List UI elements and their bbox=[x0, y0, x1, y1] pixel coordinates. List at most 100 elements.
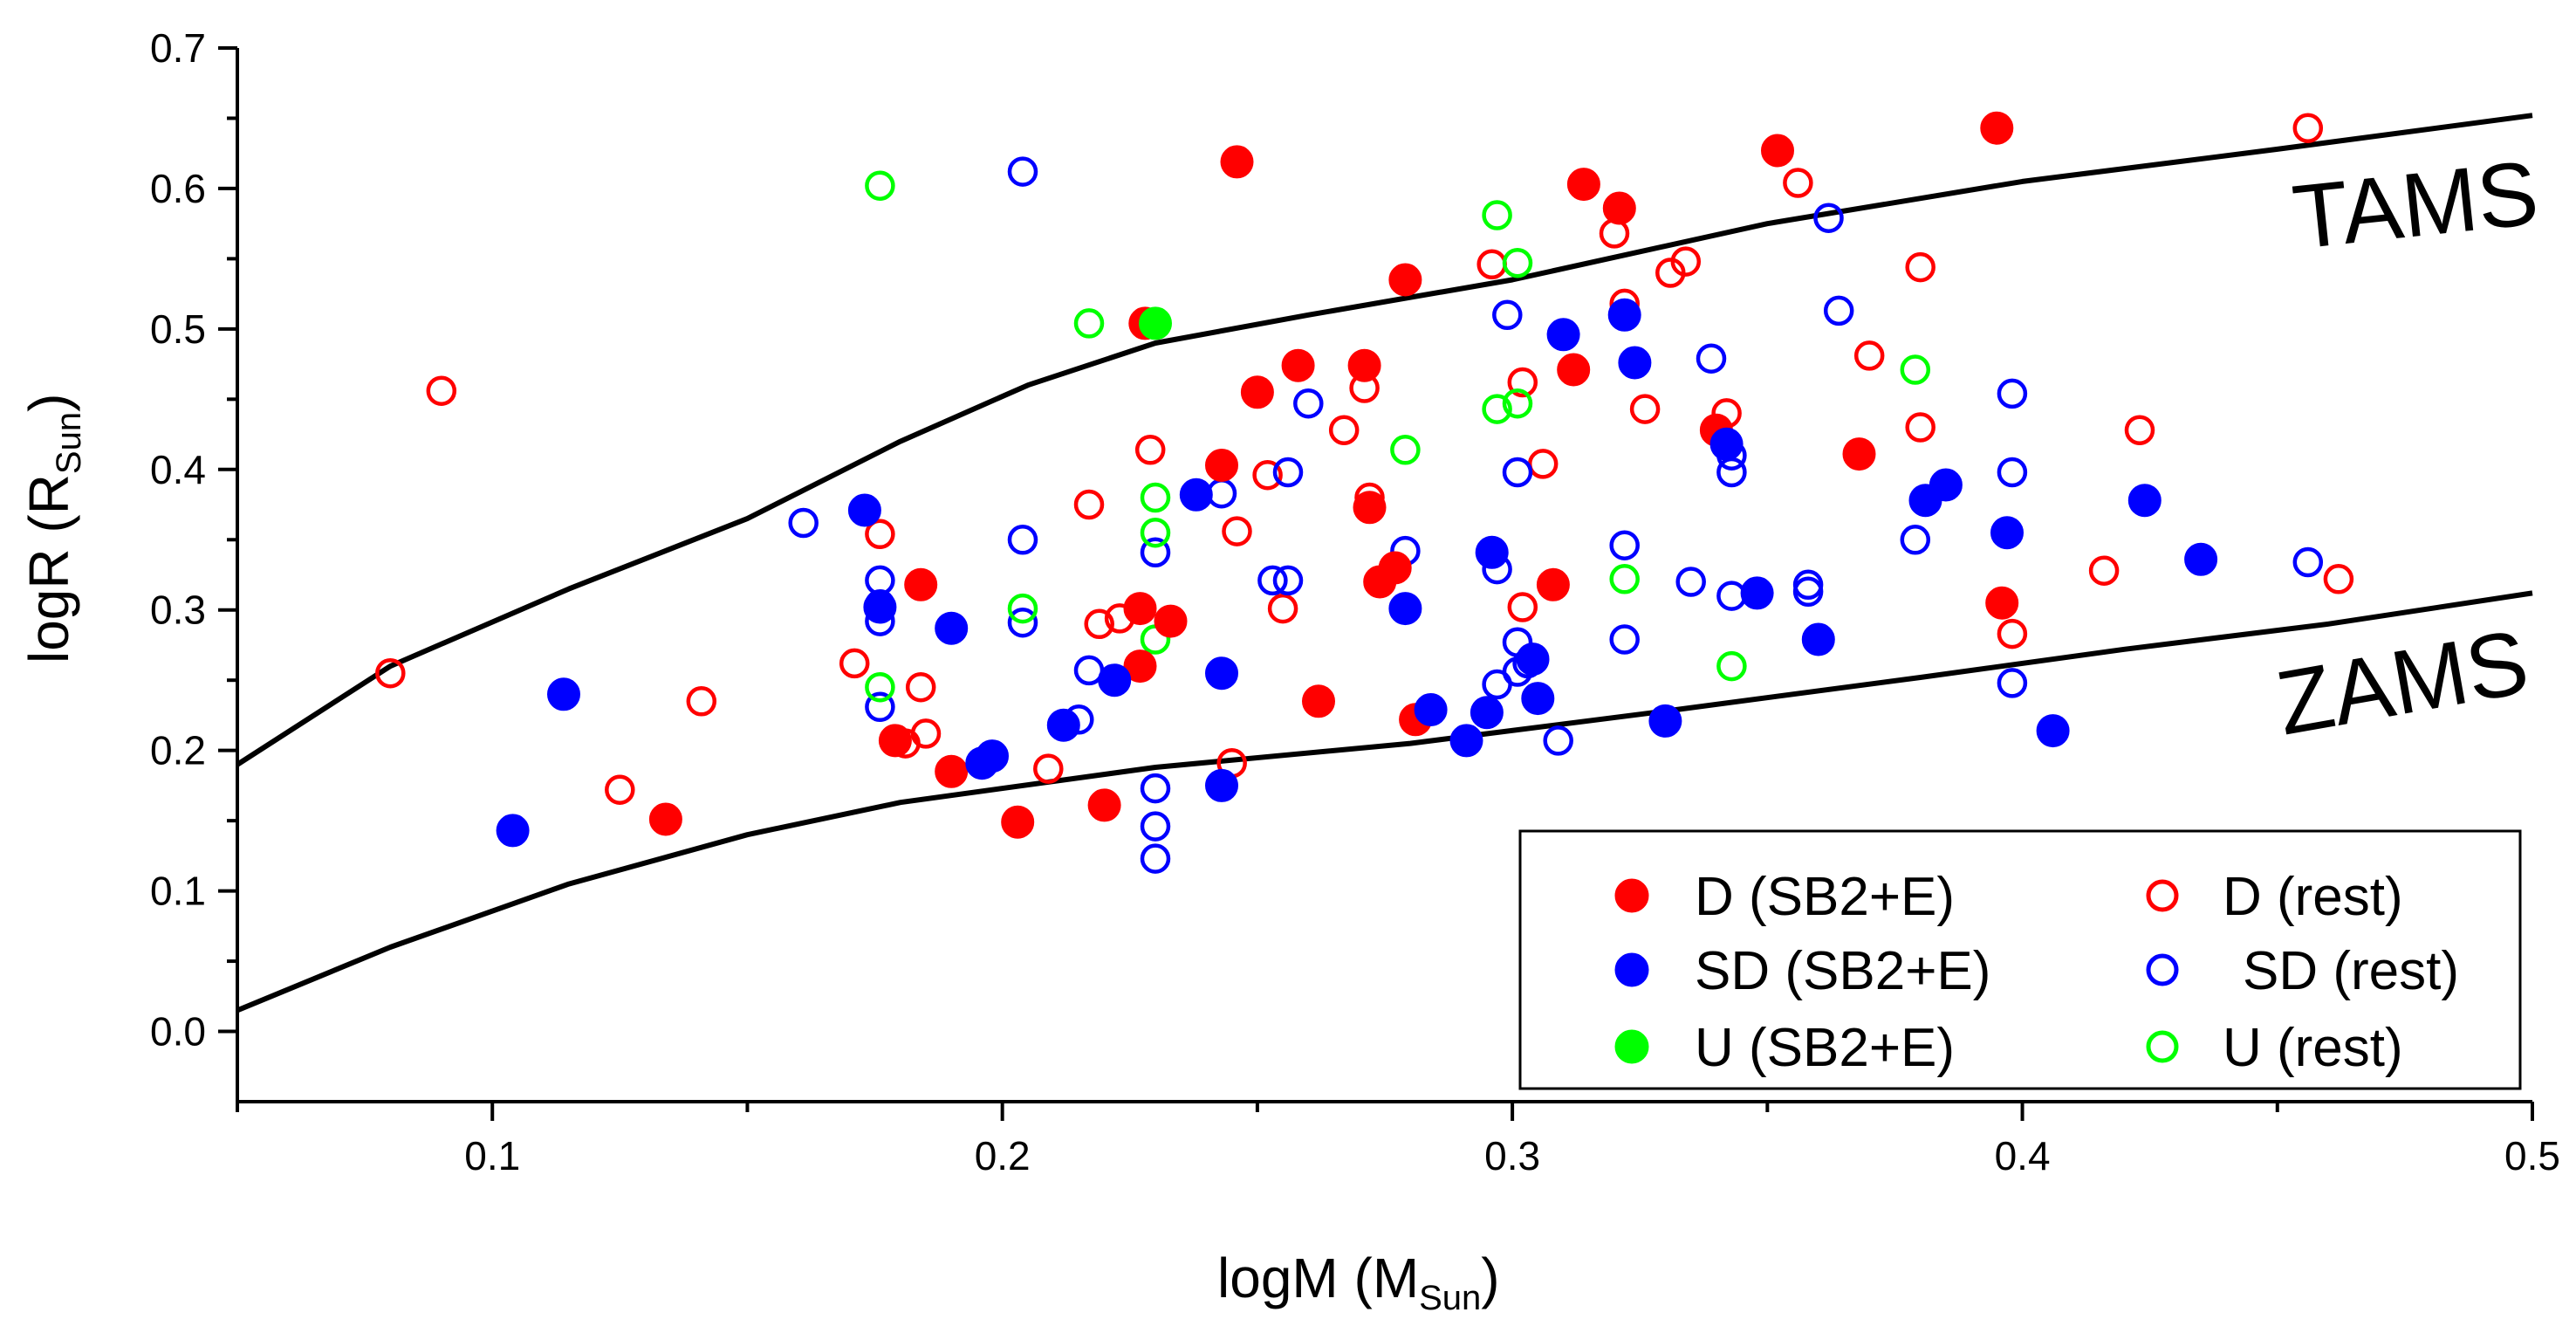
point-sd-sb2-e bbox=[547, 677, 580, 711]
y-axis-title-sub: Sun bbox=[50, 412, 88, 474]
point-d-rest bbox=[1905, 412, 1935, 443]
point-sd-sb2-e bbox=[496, 814, 530, 848]
point-u-sb2-e bbox=[1139, 306, 1172, 340]
point-sd-sb2-e bbox=[1740, 576, 1774, 610]
point-d-sb2-e bbox=[1001, 805, 1035, 839]
point-d-sb2-e bbox=[1087, 788, 1121, 822]
zams-label: ZAMS bbox=[2270, 611, 2536, 754]
point-d-rest bbox=[1853, 340, 1885, 371]
point-u-rest bbox=[1390, 435, 1421, 465]
point-sd-sb2-e bbox=[1618, 346, 1652, 380]
legend-label-d-sb2e: D (SB2+E) bbox=[1695, 867, 1955, 927]
point-d-rest bbox=[1134, 435, 1166, 465]
point-sd-rest bbox=[1007, 156, 1038, 187]
point-sd-rest bbox=[1813, 203, 1844, 233]
y-tick-label: 0.4 bbox=[150, 447, 206, 492]
x-tick-label: 0.4 bbox=[1995, 1133, 2051, 1178]
point-d-rest bbox=[1629, 394, 1661, 424]
point-d-sb2-e bbox=[1557, 353, 1591, 387]
x-tick-label: 0.1 bbox=[464, 1133, 520, 1178]
point-sd-sb2-e bbox=[1470, 696, 1504, 730]
point-u-rest bbox=[1140, 517, 1171, 548]
point-sd-rest bbox=[1792, 576, 1824, 608]
point-sd-sb2-e bbox=[1990, 516, 2024, 550]
legend-box bbox=[1518, 829, 2522, 1090]
point-d-sb2-e bbox=[1566, 168, 1600, 202]
point-sd-sb2-e bbox=[1546, 318, 1580, 352]
legend-marker-d-sb2e bbox=[1614, 878, 1649, 913]
x-tick-label: 0.2 bbox=[975, 1133, 1031, 1178]
point-sd-rest bbox=[1997, 457, 2028, 488]
point-sd-rest bbox=[1675, 567, 1706, 597]
legend-marker-u-sb2e bbox=[1614, 1029, 1649, 1064]
point-d-rest bbox=[2292, 113, 2324, 143]
point-sd-sb2-e bbox=[1414, 693, 1448, 726]
point-sd-rest bbox=[1492, 299, 1523, 331]
point-u-rest bbox=[865, 170, 895, 201]
point-sd-sb2-e bbox=[1801, 622, 1835, 656]
point-sd-sb2-e bbox=[2036, 714, 2070, 748]
point-sd-rest bbox=[2292, 546, 2324, 578]
point-sd-sb2-e bbox=[1516, 642, 1550, 677]
legend-marker-sd-rest bbox=[2146, 953, 2179, 986]
point-d-rest bbox=[1084, 608, 1114, 640]
point-d-rest bbox=[1328, 415, 1360, 445]
point-d-rest bbox=[1905, 251, 1935, 283]
point-sd-sb2-e bbox=[847, 493, 881, 527]
point-sd-sb2-e bbox=[935, 611, 969, 645]
point-d-sb2-e bbox=[1842, 437, 1876, 471]
x-axis-title-end: ) bbox=[1481, 1247, 1499, 1309]
point-u-rest bbox=[1140, 482, 1171, 513]
point-sd-rest bbox=[1543, 725, 1573, 756]
x-axis-title-sub: Sun bbox=[1419, 1279, 1481, 1317]
point-d-sb2-e bbox=[648, 802, 682, 836]
y-tick-label: 0.0 bbox=[150, 1009, 206, 1055]
point-sd-rest bbox=[1293, 388, 1324, 419]
point-u-rest bbox=[865, 671, 895, 703]
legend-label-d-rest: D (rest) bbox=[2223, 867, 2403, 927]
point-sd-rest bbox=[1007, 525, 1038, 555]
legend-label-sd-sb2e: SD (SB2+E) bbox=[1695, 941, 1990, 1001]
y-tick-label: 0.7 bbox=[150, 25, 206, 71]
point-sd-rest bbox=[1502, 457, 1533, 488]
point-u-rest bbox=[1482, 200, 1512, 230]
x-tick-label: 0.5 bbox=[2504, 1133, 2560, 1178]
point-d-sb2-e bbox=[1536, 567, 1570, 601]
point-sd-sb2-e bbox=[1521, 682, 1555, 716]
y-tick-label: 0.5 bbox=[150, 306, 206, 352]
point-d-rest bbox=[1267, 593, 1298, 624]
point-d-sb2-e bbox=[1154, 604, 1188, 638]
point-d-rest bbox=[1073, 489, 1105, 520]
y-tick-label: 0.3 bbox=[150, 587, 206, 633]
point-d-rest bbox=[1033, 753, 1064, 784]
point-d-sb2-e bbox=[935, 754, 969, 788]
axes-layer bbox=[236, 48, 2532, 1103]
legend-marker-d-rest bbox=[2146, 879, 2179, 912]
point-sd-sb2-e bbox=[1475, 535, 1509, 569]
point-sd-sb2-e bbox=[1607, 298, 1641, 332]
legend: D (SB2+E) SD (SB2+E) U (SB2+E) D (rest) … bbox=[1518, 829, 2522, 1090]
point-d-rest bbox=[865, 519, 895, 550]
point-d-sb2-e bbox=[1602, 191, 1636, 225]
y-axis-title-group: logR (RSun) bbox=[17, 394, 88, 663]
point-d-rest bbox=[1507, 592, 1538, 622]
y-axis-title: logR (RSun) bbox=[17, 394, 88, 663]
point-d-sb2-e bbox=[1985, 586, 2019, 620]
point-d-sb2-e bbox=[1220, 145, 1254, 179]
point-d-sb2-e bbox=[1980, 111, 2014, 145]
point-d-sb2-e bbox=[1123, 592, 1157, 626]
point-sd-rest bbox=[1609, 624, 1640, 655]
zams-curve bbox=[236, 590, 2533, 1013]
point-d-sb2-e bbox=[1388, 263, 1422, 297]
point-sd-sb2-e bbox=[1046, 708, 1080, 742]
point-u-rest bbox=[1073, 308, 1105, 339]
legend-label-sd-rest: SD (rest) bbox=[2243, 941, 2459, 1001]
ticks-layer: 0.1 0.2 0.3 0.4 0.5 0.0 0.1 0.2 0.3 0.4 0.5 0.6 0.7 bbox=[150, 25, 2560, 1178]
point-sd-sb2-e bbox=[1205, 656, 1238, 691]
y-tick-label: 0.2 bbox=[150, 728, 206, 773]
point-d-sb2-e bbox=[878, 724, 912, 758]
point-sd-sb2-e bbox=[976, 739, 1009, 773]
point-d-sb2-e bbox=[1281, 348, 1315, 382]
point-sd-rest bbox=[1272, 457, 1304, 488]
point-u-rest bbox=[1716, 650, 1747, 682]
